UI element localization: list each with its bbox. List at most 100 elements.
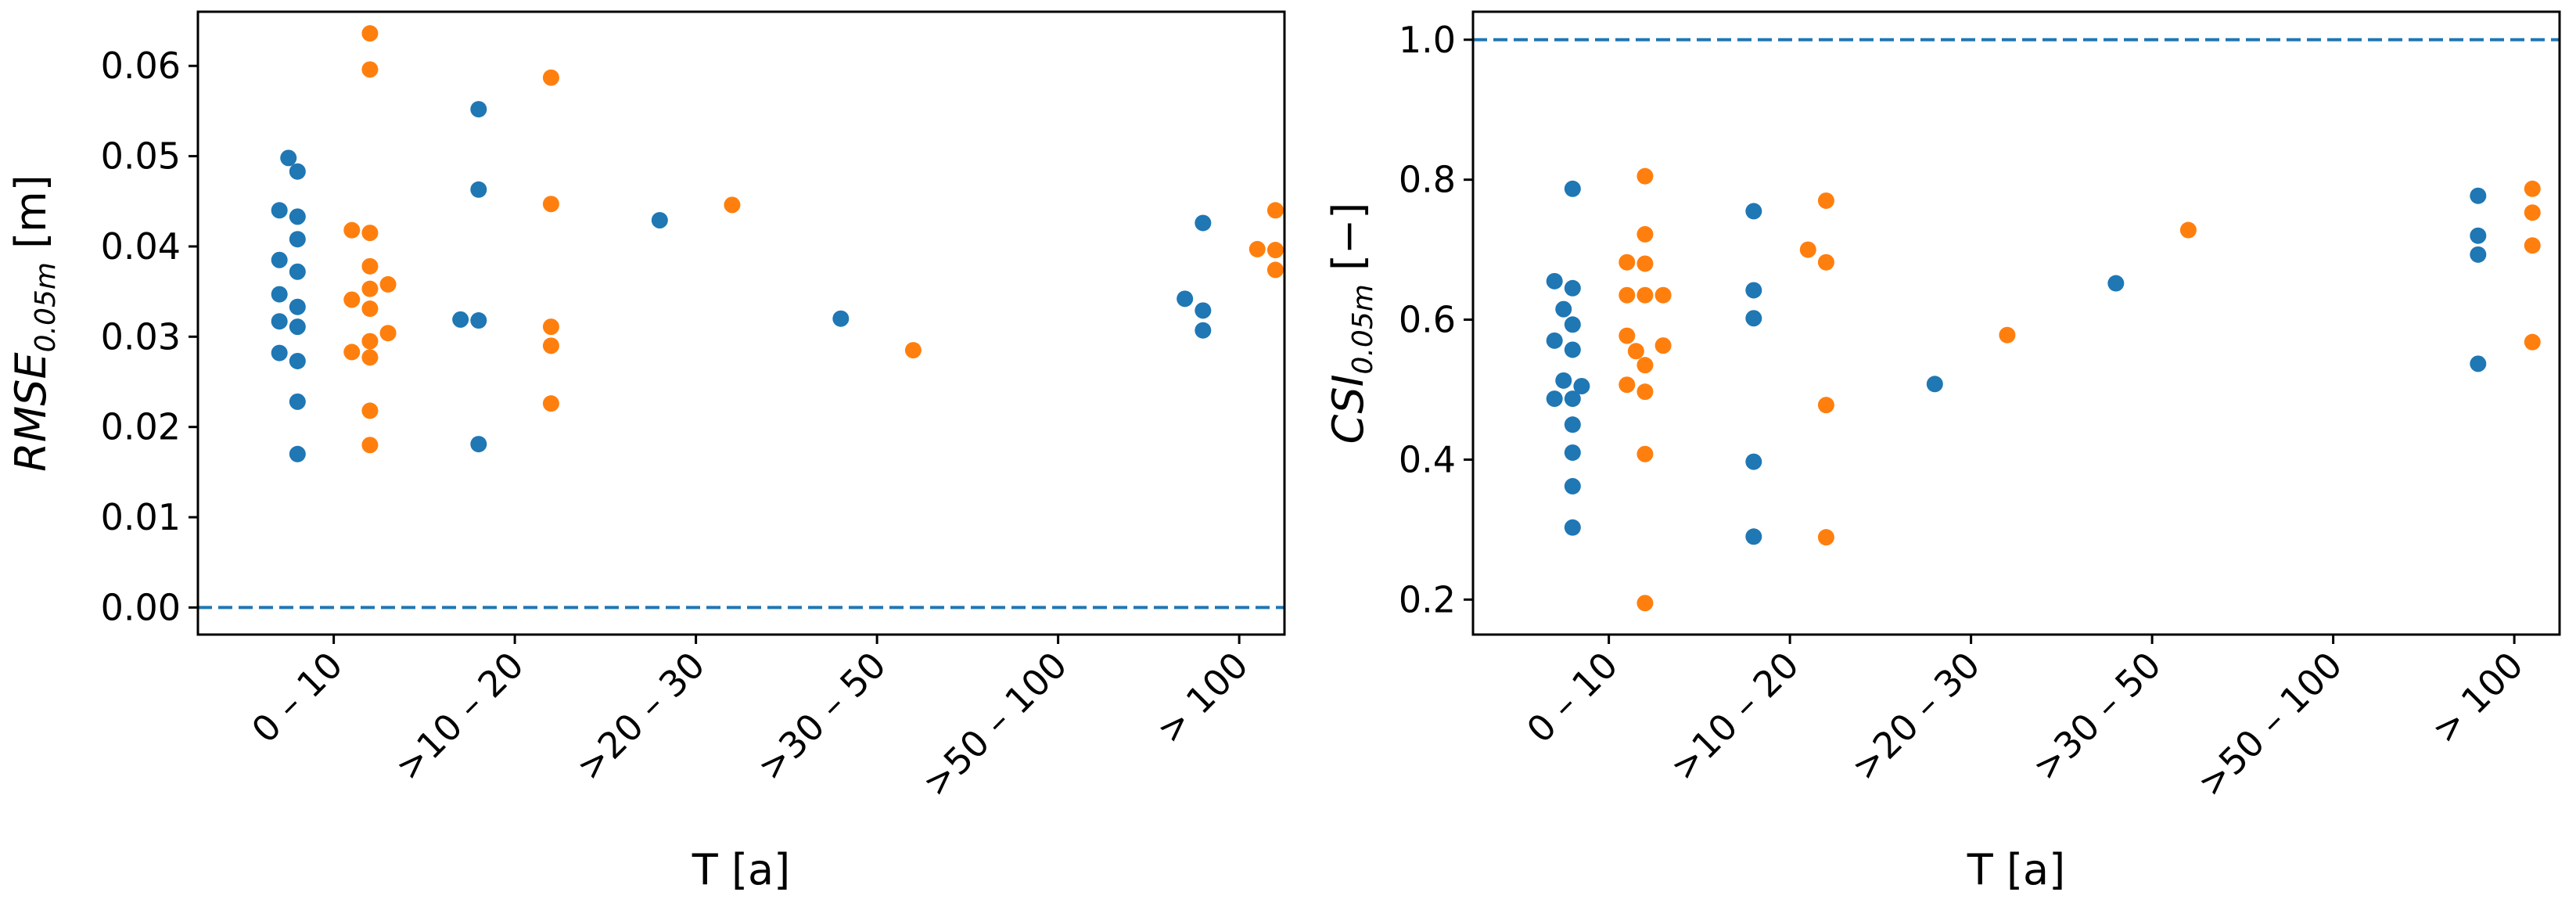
y-axis-label-unit: [−] bbox=[1324, 203, 1373, 285]
y-tick-label: 0.4 bbox=[1399, 438, 1456, 480]
data-point-series-1 bbox=[289, 352, 306, 369]
data-point-series-1 bbox=[1564, 416, 1581, 433]
data-point-series-2 bbox=[361, 402, 379, 419]
data-point-series-2 bbox=[1636, 255, 1654, 272]
data-point-series-2 bbox=[361, 61, 379, 78]
data-point-series-2 bbox=[361, 300, 379, 318]
data-point-series-1 bbox=[470, 312, 487, 329]
data-point-series-2 bbox=[1654, 286, 1672, 304]
data-point-series-1 bbox=[1564, 341, 1581, 358]
x-tick-label: >20 – 30 bbox=[1843, 644, 1988, 789]
data-point-series-1 bbox=[271, 251, 288, 268]
data-point-series-2 bbox=[1817, 254, 1834, 271]
x-tick-label: 0 – 10 bbox=[243, 644, 350, 751]
plot-frame bbox=[1471, 10, 2561, 636]
data-point-series-1 bbox=[2470, 246, 2487, 263]
data-point-series-1 bbox=[651, 211, 668, 228]
data-point-series-2 bbox=[1799, 241, 1816, 258]
data-point-series-1 bbox=[1546, 390, 1563, 408]
y-tick-label: 0.8 bbox=[1399, 159, 1456, 201]
data-point-series-2 bbox=[343, 221, 361, 239]
y-tick-label: 0.00 bbox=[101, 586, 181, 628]
data-point-series-1 bbox=[289, 393, 306, 410]
data-point-series-1 bbox=[271, 286, 288, 303]
x-tick-label: >50 – 100 bbox=[2190, 644, 2351, 805]
data-point-series-1 bbox=[1564, 444, 1581, 461]
csi-panel: 0.2 0.4 0.6 0.8 1.0 0 – 10 >10 – 20 >20 – 30 >30… bbox=[1324, 10, 2561, 894]
data-point-series-2 bbox=[1817, 397, 1834, 414]
data-point-series-1 bbox=[289, 231, 306, 248]
x-tick-label: 0 – 10 bbox=[1518, 644, 1626, 751]
data-point-series-1 bbox=[452, 311, 469, 328]
data-point-series-1 bbox=[1564, 390, 1581, 408]
data-point-series-2 bbox=[1619, 254, 1636, 271]
x-axis-label: T [a] bbox=[692, 845, 790, 894]
y-tick-label: 0.6 bbox=[1399, 299, 1456, 341]
data-point-series-2 bbox=[379, 275, 397, 293]
data-point-series-1 bbox=[1745, 528, 1762, 545]
data-point-series-1 bbox=[1195, 322, 1212, 339]
data-point-series-2 bbox=[724, 196, 741, 214]
y-axis-label-subscript: 0.05m bbox=[30, 262, 62, 352]
data-point-series-2 bbox=[1627, 343, 1644, 360]
data-point-series-1 bbox=[2470, 227, 2487, 244]
y-axis-label: RMSE0.05m [m] bbox=[6, 174, 62, 472]
data-point-series-1 bbox=[2470, 355, 2487, 372]
data-point-series-2 bbox=[1636, 286, 1654, 304]
y-tick-label: 1.0 bbox=[1399, 19, 1456, 61]
data-point-series-2 bbox=[1619, 286, 1636, 304]
x-tick-label: >10 – 20 bbox=[1662, 644, 1807, 789]
data-point-series-1 bbox=[1195, 214, 1212, 232]
data-point-series-2 bbox=[2524, 237, 2541, 254]
y-tick-label: 0.05 bbox=[101, 135, 181, 178]
data-point-series-1 bbox=[271, 313, 288, 330]
data-point-series-2 bbox=[1636, 595, 1654, 612]
y-axis-label-subscript: 0.05m bbox=[1347, 284, 1379, 374]
data-point-series-1 bbox=[271, 344, 288, 361]
data-point-series-2 bbox=[361, 333, 379, 350]
y-tick-label: 0.2 bbox=[1399, 578, 1456, 620]
data-point-series-2 bbox=[361, 25, 379, 42]
data-point-series-1 bbox=[470, 436, 487, 453]
data-point-series-1 bbox=[289, 263, 306, 280]
data-point-series-2 bbox=[542, 337, 559, 354]
data-point-series-1 bbox=[1573, 377, 1590, 394]
x-tick-label: >30 – 50 bbox=[749, 644, 894, 789]
data-point-series-2 bbox=[343, 291, 361, 308]
data-point-series-1 bbox=[289, 298, 306, 315]
data-point-series-1 bbox=[1745, 310, 1762, 327]
data-point-series-2 bbox=[1619, 327, 1636, 344]
data-point-series-1 bbox=[470, 101, 487, 118]
y-tick-label: 0.01 bbox=[101, 496, 181, 538]
data-point-series-1 bbox=[1564, 519, 1581, 536]
x-tick-label: >30 – 50 bbox=[2025, 644, 2169, 789]
data-point-series-2 bbox=[1999, 326, 2016, 343]
data-point-series-2 bbox=[2524, 180, 2541, 197]
x-tick-label: >10 – 20 bbox=[387, 644, 532, 789]
data-point-series-1 bbox=[289, 318, 306, 336]
data-point-series-1 bbox=[1546, 272, 1563, 290]
y-tick-label: 0.03 bbox=[101, 315, 181, 358]
data-point-series-2 bbox=[542, 69, 559, 86]
data-point-series-2 bbox=[1636, 383, 1654, 401]
data-point-series-2 bbox=[1654, 337, 1672, 354]
plot-frame bbox=[196, 10, 1286, 636]
data-point-series-1 bbox=[1555, 372, 1572, 389]
data-point-series-2 bbox=[343, 343, 361, 361]
data-point-series-2 bbox=[361, 437, 379, 454]
x-tick-label: > 100 bbox=[1148, 644, 1256, 752]
data-point-series-1 bbox=[832, 310, 850, 327]
data-point-series-1 bbox=[2107, 275, 2125, 292]
data-point-series-2 bbox=[1817, 529, 1834, 546]
data-point-series-1 bbox=[1745, 282, 1762, 299]
data-point-series-2 bbox=[2179, 221, 2197, 239]
data-point-series-1 bbox=[1745, 203, 1762, 220]
x-tick-label: >20 – 30 bbox=[568, 644, 713, 789]
data-point-series-2 bbox=[361, 257, 379, 275]
data-point-series-2 bbox=[1636, 225, 1654, 243]
data-point-series-1 bbox=[1195, 302, 1212, 319]
data-point-series-1 bbox=[1564, 316, 1581, 333]
y-axis-label-main: RMSE bbox=[6, 351, 56, 471]
data-point-series-2 bbox=[1619, 376, 1636, 394]
